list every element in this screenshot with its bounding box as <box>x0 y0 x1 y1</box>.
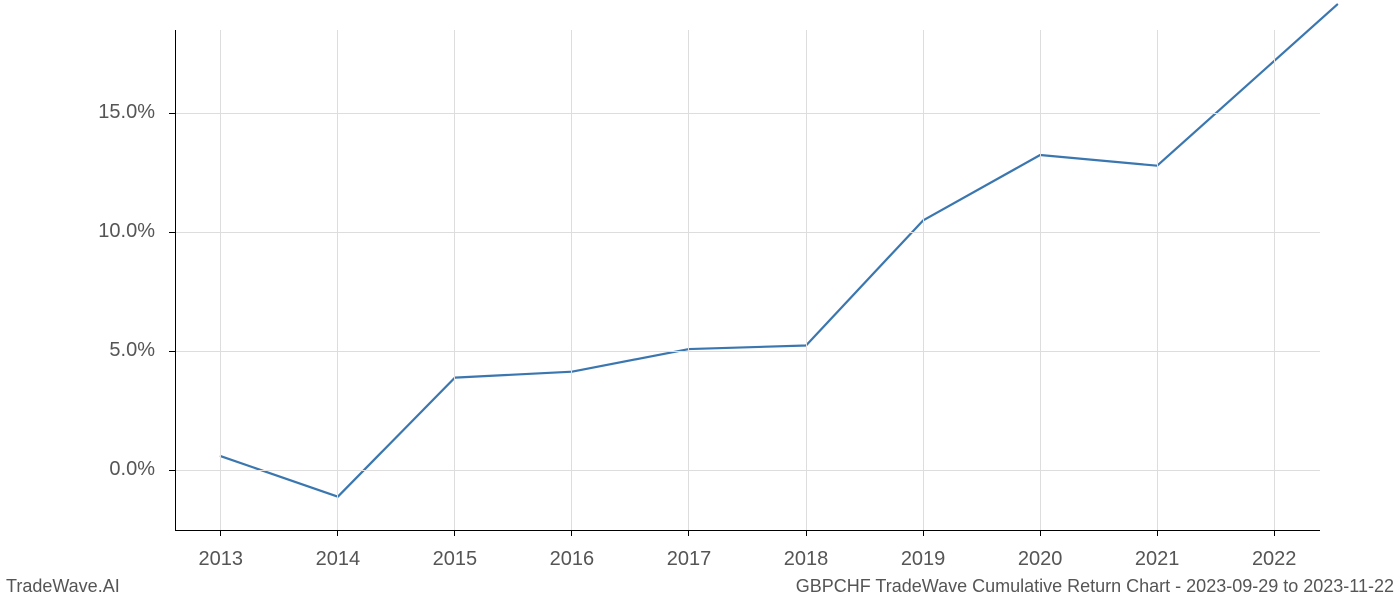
y-gridline <box>175 351 1320 352</box>
x-axis-spine <box>175 530 1320 531</box>
return-line-series <box>221 5 1337 497</box>
x-gridline <box>1274 30 1275 530</box>
y-tick-label: 0.0% <box>109 458 155 481</box>
x-tick <box>923 530 924 536</box>
y-tick-label: 5.0% <box>109 339 155 362</box>
y-gridline <box>175 470 1320 471</box>
x-tick <box>571 530 572 536</box>
x-gridline <box>688 30 689 530</box>
x-tick-label: 2013 <box>199 548 244 571</box>
x-gridline <box>220 30 221 530</box>
x-tick <box>688 530 689 536</box>
y-gridline <box>175 113 1320 114</box>
x-tick <box>220 530 221 536</box>
x-gridline <box>1157 30 1158 530</box>
x-tick <box>1157 530 1158 536</box>
x-tick-label: 2019 <box>901 548 946 571</box>
x-tick <box>1040 530 1041 536</box>
x-tick <box>806 530 807 536</box>
x-tick-label: 2020 <box>1018 548 1063 571</box>
x-tick-label: 2016 <box>550 548 595 571</box>
y-tick-label: 10.0% <box>98 220 155 243</box>
x-tick <box>1274 530 1275 536</box>
footer-right-label: GBPCHF TradeWave Cumulative Return Chart… <box>796 576 1394 597</box>
x-tick-label: 2018 <box>784 548 829 571</box>
line-series-layer <box>0 0 1400 600</box>
x-gridline <box>1040 30 1041 530</box>
x-gridline <box>337 30 338 530</box>
y-axis-spine <box>175 30 176 530</box>
footer-left-label: TradeWave.AI <box>6 576 120 597</box>
x-tick <box>454 530 455 536</box>
x-tick-label: 2022 <box>1252 548 1297 571</box>
y-gridline <box>175 232 1320 233</box>
x-tick-label: 2017 <box>667 548 712 571</box>
x-gridline <box>454 30 455 530</box>
x-gridline <box>923 30 924 530</box>
x-gridline <box>571 30 572 530</box>
x-tick-label: 2014 <box>316 548 361 571</box>
x-gridline <box>806 30 807 530</box>
x-tick-label: 2015 <box>433 548 478 571</box>
chart-container: TradeWave.AI GBPCHF TradeWave Cumulative… <box>0 0 1400 600</box>
y-tick-label: 15.0% <box>98 101 155 124</box>
x-tick-label: 2021 <box>1135 548 1180 571</box>
x-tick <box>337 530 338 536</box>
